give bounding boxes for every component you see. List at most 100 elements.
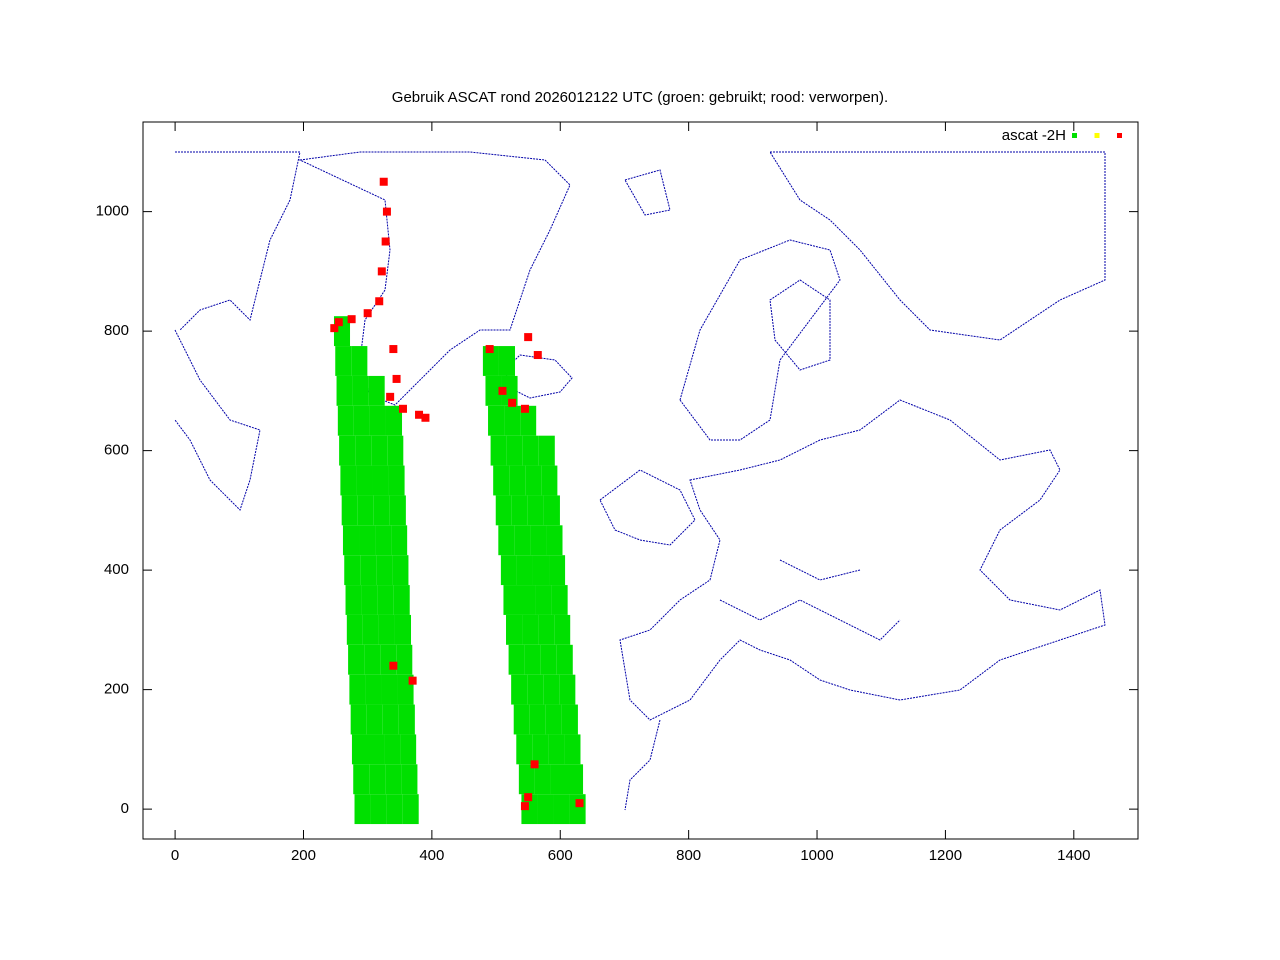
point [376, 555, 393, 586]
point [495, 495, 512, 526]
point [398, 704, 415, 735]
x-tick-label: 200 [291, 847, 316, 864]
point [379, 177, 388, 186]
point [556, 644, 573, 675]
point [360, 555, 377, 586]
coastline [298, 151, 571, 406]
point [353, 405, 370, 436]
point [375, 297, 384, 306]
point [346, 614, 363, 645]
point [415, 410, 424, 419]
x-tick-label: 600 [548, 847, 573, 864]
point [337, 405, 354, 436]
point [349, 674, 366, 705]
coastline [769, 151, 1106, 341]
point [364, 644, 381, 675]
point [520, 802, 529, 811]
point [511, 495, 528, 526]
point [386, 794, 403, 825]
point [498, 525, 515, 556]
y-tick-label: 0 [121, 800, 129, 817]
point [559, 674, 576, 705]
point [330, 324, 339, 333]
point [350, 704, 367, 735]
point [354, 794, 371, 825]
point [388, 465, 405, 496]
point [508, 644, 525, 675]
point [375, 525, 392, 556]
point [569, 794, 586, 825]
y-tick-label: 400 [104, 561, 129, 578]
point [561, 704, 578, 735]
point [353, 764, 370, 795]
point [525, 465, 542, 496]
point [546, 525, 563, 556]
point [355, 435, 372, 466]
point [392, 374, 401, 383]
point [543, 495, 560, 526]
point [485, 375, 502, 406]
point [363, 309, 372, 318]
legend-swatch [1094, 133, 1100, 138]
x-tick-label: 0 [171, 847, 179, 864]
point [535, 585, 552, 615]
point [382, 704, 399, 735]
y-tick-label: 600 [104, 442, 129, 459]
point [488, 405, 505, 436]
point [550, 764, 567, 795]
point [387, 435, 404, 466]
point [381, 674, 398, 705]
point [382, 207, 391, 216]
point [532, 555, 550, 586]
point [534, 764, 551, 795]
point [524, 793, 533, 802]
point [386, 392, 395, 401]
point [339, 435, 356, 466]
point [341, 495, 358, 526]
point [391, 525, 408, 556]
point [394, 614, 412, 645]
point [509, 465, 526, 496]
point [527, 674, 544, 705]
point [500, 555, 517, 586]
point [384, 734, 401, 765]
y-tick-label: 200 [104, 681, 129, 698]
point [389, 345, 398, 354]
point [532, 734, 549, 765]
point [361, 585, 378, 615]
point [393, 585, 410, 615]
point [543, 674, 560, 705]
point [389, 495, 406, 526]
point [540, 644, 557, 675]
point [385, 764, 402, 795]
point [396, 644, 413, 675]
point [340, 465, 357, 496]
point [336, 375, 353, 406]
point [501, 375, 518, 406]
point [368, 375, 385, 406]
point [530, 525, 547, 556]
point [516, 555, 533, 586]
point [367, 734, 385, 765]
x-tick-label: 400 [419, 847, 444, 864]
point [359, 525, 376, 556]
point [345, 585, 362, 615]
coastline [624, 559, 901, 811]
point [521, 794, 538, 825]
point [421, 413, 430, 422]
point [356, 465, 373, 496]
coastline [599, 169, 696, 546]
point [402, 794, 419, 825]
point [553, 794, 570, 825]
point [551, 585, 568, 615]
point [370, 794, 387, 825]
x-tick-label: 1200 [929, 847, 962, 864]
point [498, 346, 516, 376]
point [508, 398, 517, 407]
point [564, 734, 581, 765]
point [362, 614, 379, 645]
point [352, 375, 369, 406]
point [522, 614, 539, 645]
point [554, 614, 571, 645]
point [335, 346, 352, 376]
